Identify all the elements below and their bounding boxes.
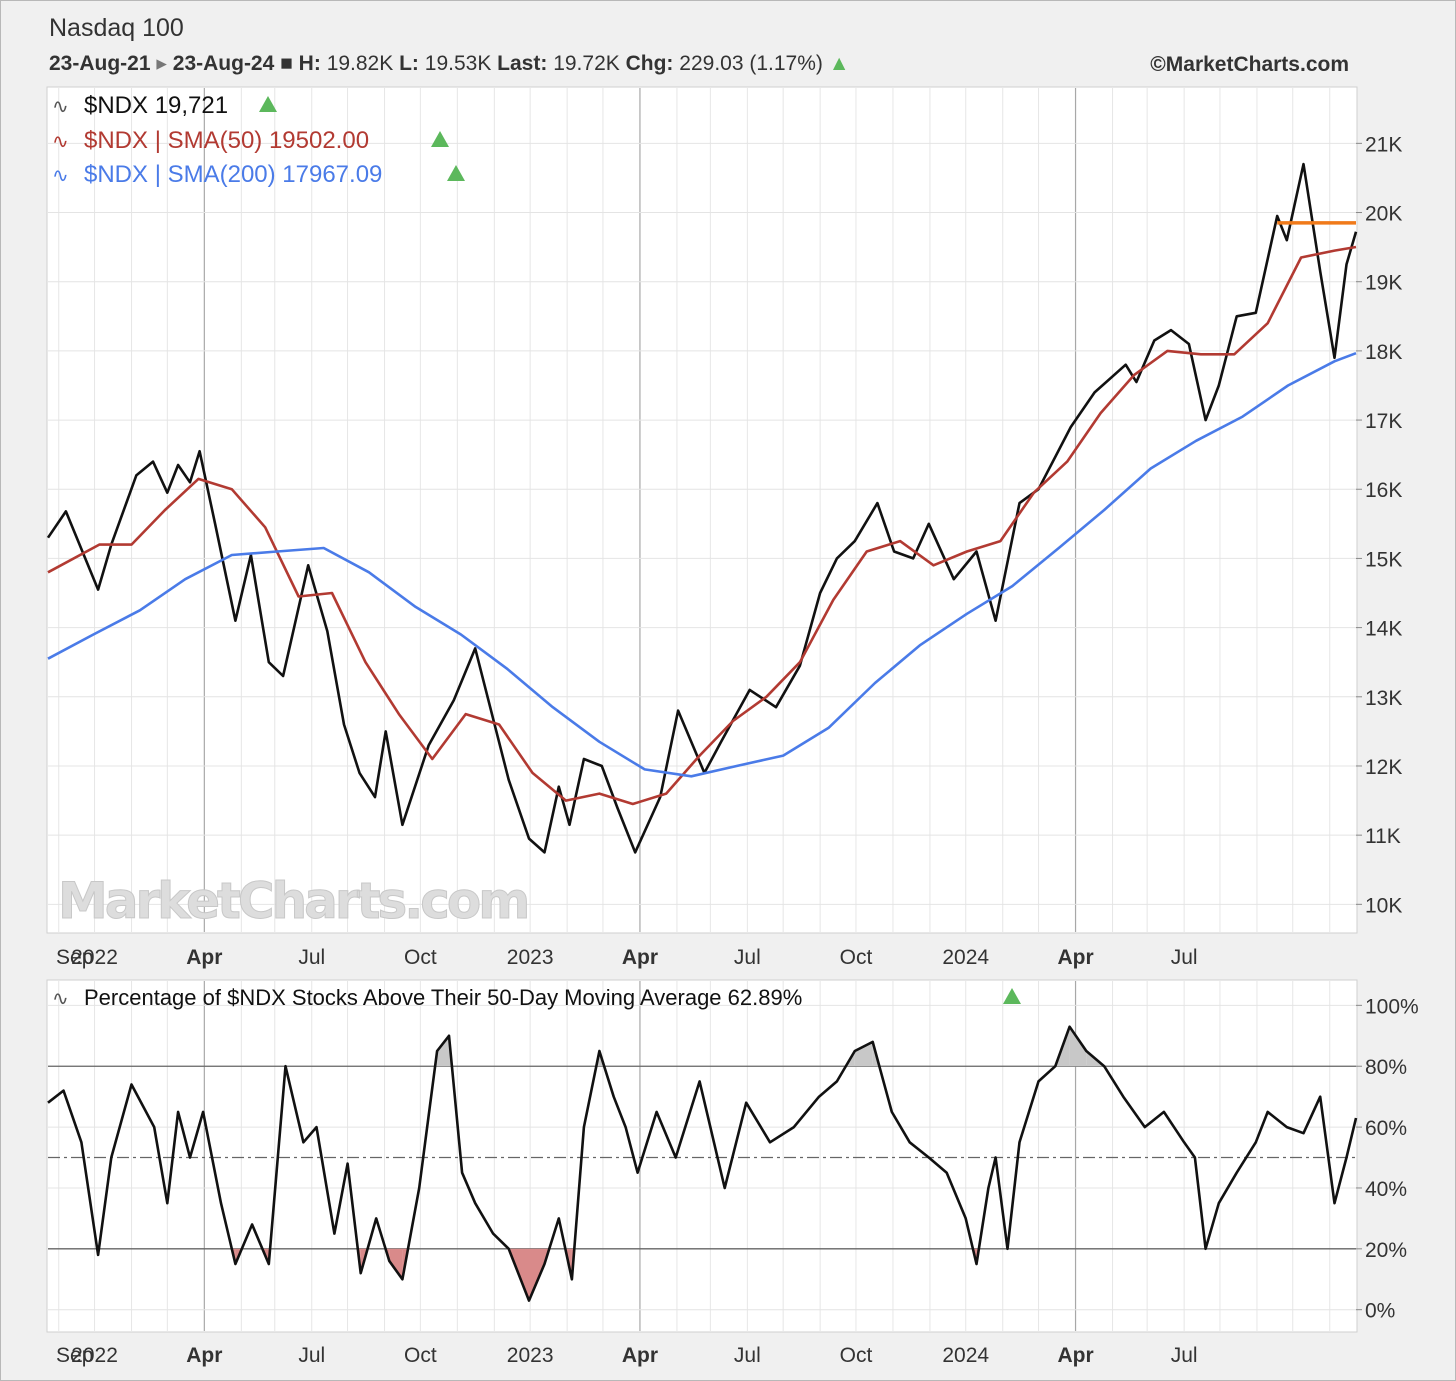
y-tick-label: 80% [1365, 1056, 1407, 1079]
x-tick-label: Apr [186, 1344, 222, 1367]
breadth-y-ticks: 0% 20% 40% 60% 80% 100% [1365, 995, 1419, 1322]
x-tick-label: Jul [1171, 1344, 1198, 1367]
y-tick-label: 0% [1365, 1300, 1395, 1323]
x-tick-label: 2023 [507, 946, 554, 969]
legend-item-sma50: $NDX | SMA(50) 19502.00 [84, 127, 369, 154]
up-arrow-icon [259, 96, 277, 112]
series-breadth [47, 1025, 1358, 1302]
low-value: 19.53K [424, 52, 492, 75]
copyright: ©MarketCharts.com [1150, 53, 1349, 76]
legend-item-price: $NDX 19,721 [84, 92, 228, 119]
y-tick-label: 20K [1365, 203, 1402, 226]
x-tick-label: Apr [622, 1344, 658, 1367]
up-arrow-icon [431, 131, 449, 147]
y-tick-label: 60% [1365, 1117, 1407, 1140]
y-tick-label: 13K [1365, 687, 1402, 710]
last-value: 19.72K [553, 52, 620, 75]
date-from: 23-Aug-21 [49, 52, 151, 75]
x-tick-label: Jul [298, 946, 325, 969]
legend-item-sma200-icon: ∿ [52, 165, 69, 187]
last-label: Last: [497, 52, 548, 75]
x-tick-label: Sep [56, 946, 93, 969]
series-lines [46, 162, 1358, 1302]
low-label: L: [399, 52, 419, 75]
chg-label: Chg: [625, 52, 674, 75]
price-panel [46, 86, 1358, 934]
y-tick-label: 12K [1365, 756, 1402, 779]
y-tick-label: 19K [1365, 272, 1402, 295]
y-tick-label: 18K [1365, 341, 1402, 364]
fill-above-80 [437, 1035, 449, 1067]
breadth-panel [46, 979, 1358, 1333]
y-tick-label: 17K [1365, 410, 1402, 433]
x-tick-label: Oct [840, 946, 873, 969]
fill-above-80 [1069, 1026, 1087, 1067]
series-price [46, 162, 1358, 854]
x-tick-label: 2024 [942, 946, 989, 969]
up-arrow-icon [447, 165, 465, 181]
fill-below-20 [389, 1248, 403, 1280]
y-tick-label: 100% [1365, 995, 1419, 1018]
y-tick-label: 11K [1365, 825, 1401, 848]
x-tick-label: Sep [56, 1344, 93, 1367]
x-tick-label: 2022 [71, 946, 118, 969]
legend-item-sma50-icon: ∿ [52, 131, 69, 153]
high-value: 19.82K [326, 52, 394, 75]
x-tick-label: Oct [404, 946, 437, 969]
legend-item-price-icon: ∿ [52, 96, 69, 118]
x-tick-label: 2022 [71, 1344, 118, 1367]
x-tick-label: Oct [404, 1344, 437, 1367]
watermark: MarketCharts.com [58, 872, 527, 930]
x-tick-label: Apr [186, 946, 222, 969]
x-tick-label: Apr [622, 946, 658, 969]
x-tick-label: Apr [1057, 946, 1093, 969]
gridlines [48, 88, 1362, 1331]
x-tick-label: 2024 [942, 1344, 989, 1367]
chg-value: 229.03 (1.17%) [679, 52, 823, 75]
fill-above-80 [854, 1041, 873, 1067]
y-tick-label: 21K [1365, 133, 1402, 156]
x-tick-label: Jul [734, 1344, 761, 1367]
date-to: 23-Aug-24 [172, 52, 275, 75]
y-tick-label: 10K [1365, 894, 1402, 917]
y-tick-label: 15K [1365, 548, 1402, 571]
legend-item-breadth-icon: ∿ [52, 988, 69, 1010]
y-tick-label: 40% [1365, 1178, 1407, 1201]
series-sma50 [47, 245, 1357, 806]
up-arrow-icon: ▲ [828, 52, 850, 75]
breadth-legend: ∿ Percentage of $NDX Stocks Above Their … [52, 985, 1021, 1010]
up-arrow-icon [1003, 988, 1021, 1004]
x-tick-label: Jul [1171, 946, 1198, 969]
y-tick-label: 16K [1365, 479, 1402, 502]
y-tick-label: 14K [1365, 618, 1402, 641]
summary-line: 23-Aug-21 ▸ 23-Aug-24 ■ H: 19.82K L: 19.… [49, 52, 850, 75]
price-legend: ∿ $NDX 19,721 ∿ $NDX | SMA(50) 19502.00 … [52, 92, 465, 188]
high-label: H: [298, 52, 321, 75]
x-tick-label: Jul [734, 946, 761, 969]
series-sma200 [47, 351, 1357, 778]
x-tick-label: Apr [1057, 1344, 1093, 1367]
fill-below-20 [529, 1248, 545, 1301]
chart-title: Nasdaq 100 [49, 14, 184, 42]
y-tick-label: 20% [1365, 1239, 1407, 1262]
x-tick-label: Jul [298, 1344, 325, 1367]
x-tick-label: 2023 [507, 1344, 554, 1367]
x-tick-label: Oct [840, 1344, 873, 1367]
legend-item-sma200: $NDX | SMA(200) 17967.09 [84, 161, 382, 188]
price-y-ticks: 10K 11K 12K 13K 14K 15K 16K 17K 18K 19K 20K 21K [1365, 133, 1402, 917]
legend-item-breadth: Percentage of $NDX Stocks Above Their 50… [84, 985, 802, 1010]
